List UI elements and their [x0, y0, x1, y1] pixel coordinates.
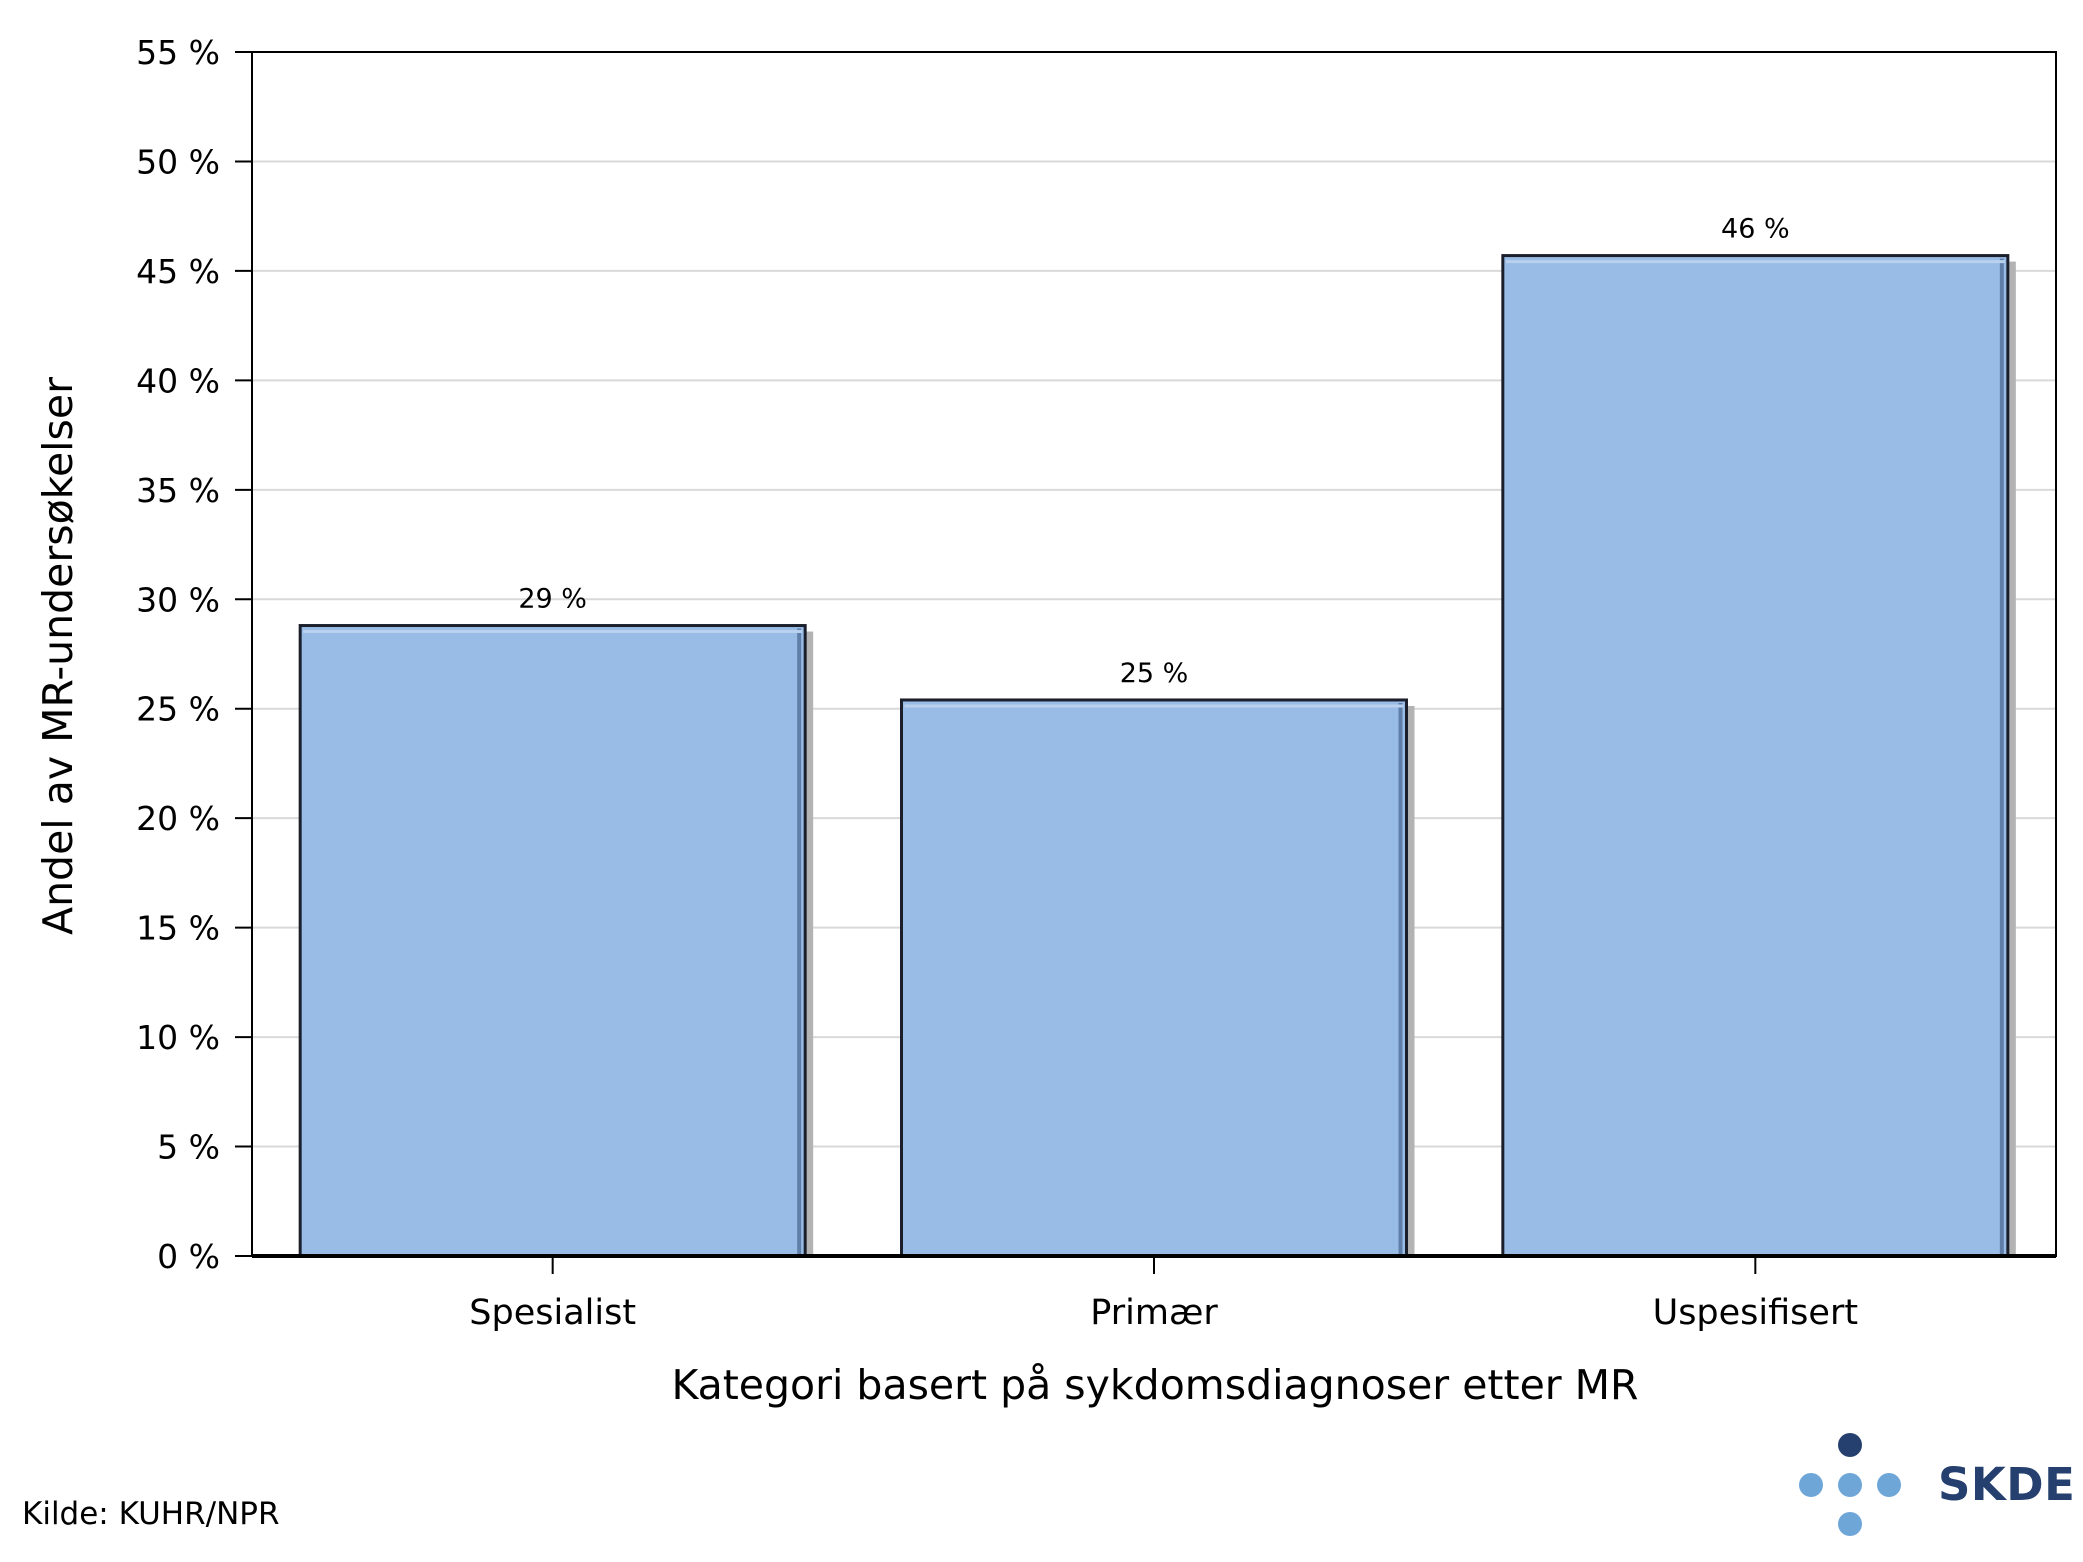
x-tick-label: Spesialist: [469, 1293, 636, 1333]
data-labels: 29 % 25 % 46 %: [518, 214, 1789, 689]
logo-dot: [1799, 1473, 1823, 1497]
y-tick-label: 30 %: [136, 580, 220, 619]
bar: [900, 698, 1408, 1258]
x-tick-label: Primær: [1090, 1293, 1218, 1333]
source-label: Kilde: KUHR/NPR: [22, 1496, 280, 1532]
y-tick-label: 55 %: [136, 33, 220, 72]
dots-cross-icon: [1799, 1433, 1901, 1536]
x-axis-ticks: Spesialist Primær Uspesifisert: [469, 1256, 1858, 1333]
logo-dot: [1838, 1512, 1862, 1536]
data-label: 46 %: [1721, 214, 1790, 245]
y-tick-label: 45 %: [136, 252, 220, 291]
y-tick-label: 0 %: [157, 1237, 220, 1276]
y-tick-label: 40 %: [136, 361, 220, 400]
data-label: 29 %: [518, 584, 587, 615]
y-tick-label: 5 %: [157, 1128, 220, 1167]
bar: [1501, 254, 2010, 1258]
x-tick-label: Uspesifisert: [1653, 1293, 1859, 1333]
y-axis-ticks: 0 % 5 % 10 % 15 % 20 % 25 % 30 % 35 % 40 % 45 % 50…: [136, 33, 252, 1276]
y-tick-label: 20 %: [136, 799, 220, 838]
data-label: 25 %: [1120, 658, 1189, 689]
y-tick-label: 25 %: [136, 690, 220, 729]
y-tick-label: 10 %: [136, 1018, 220, 1057]
brand-logo-text: SKDE: [1938, 1458, 2076, 1511]
logo-dot: [1838, 1473, 1862, 1497]
logo-dot: [1838, 1433, 1862, 1457]
x-axis-title: Kategori basert på sykdomsdiagnoser ette…: [671, 1361, 1638, 1409]
logo-dot: [1877, 1473, 1901, 1497]
y-axis-title: Andel av MR-undersøkelser: [34, 377, 82, 935]
bar: [298, 624, 807, 1258]
y-tick-label: 50 %: [136, 142, 220, 181]
y-tick-label: 35 %: [136, 471, 220, 510]
bars: [298, 254, 2016, 1258]
y-tick-label: 15 %: [136, 909, 220, 948]
